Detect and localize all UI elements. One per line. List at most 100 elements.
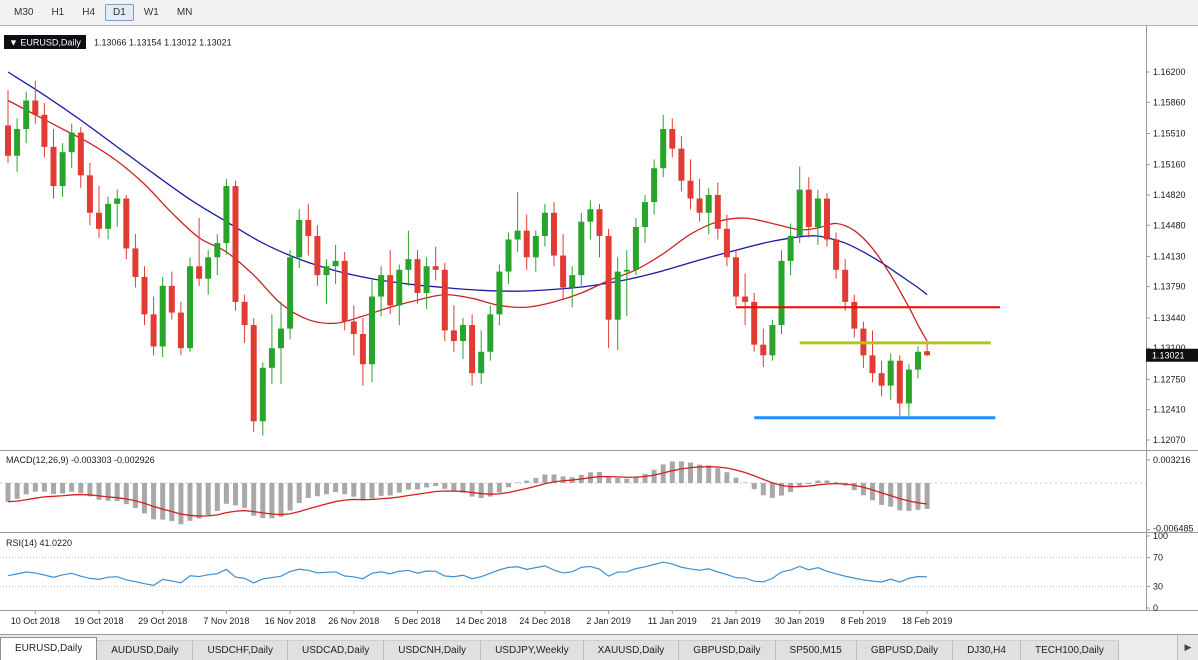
chart-tab-dj30-h4[interactable]: DJ30,H4 <box>953 640 1021 660</box>
macd-bar <box>305 483 311 498</box>
candle-body <box>587 209 594 222</box>
macd-bar <box>851 483 857 491</box>
tab-scroll-right-button[interactable]: ▶ <box>1177 635 1198 660</box>
candle-body <box>241 301 248 326</box>
candle-body <box>278 328 284 349</box>
timeframe-button-M30[interactable]: M30 <box>14 7 34 18</box>
candle-body <box>487 314 494 352</box>
candle-body <box>887 360 894 386</box>
price-axis: 1.16200 1.15860 1.15510 1.15160 1.14820 1.144… <box>1146 67 1186 445</box>
date-label: 19 Oct 2018 <box>74 616 123 626</box>
ohlc-readout: 1.13066 1.13154 1.13012 1.13021 <box>94 38 232 48</box>
date-label: 5 Dec 2018 <box>394 616 440 626</box>
candle-body <box>787 235 794 261</box>
macd-axis-top-label: 0.003216 <box>1153 455 1191 465</box>
rsi-axis-label: 0 <box>1153 603 1158 613</box>
date-label: 29 Oct 2018 <box>138 616 187 626</box>
candle-body <box>378 275 385 297</box>
timeframe-button-W1[interactable]: W1 <box>143 7 159 18</box>
date-label: 10 Oct 2018 <box>11 616 60 626</box>
macd-bar <box>469 483 475 497</box>
candle-body <box>714 194 721 229</box>
timeframe-button-MN[interactable]: MN <box>176 7 193 18</box>
chart-tab-gbpusd-daily[interactable]: GBPUSD,Daily <box>679 640 776 660</box>
macd-bar <box>296 483 302 504</box>
chart-tab-usdjpy-weekly[interactable]: USDJPY,Weekly <box>481 640 584 660</box>
macd-bar <box>424 483 430 488</box>
candle-body <box>469 325 476 374</box>
candle-body <box>423 266 430 293</box>
candle-body <box>387 275 394 306</box>
date-label: 30 Jan 2019 <box>775 616 825 626</box>
candle-body <box>296 219 303 258</box>
candle-body <box>369 296 375 365</box>
timeframe-button-D1[interactable]: D1 <box>105 4 134 21</box>
candle-body <box>396 269 403 306</box>
candle-body <box>314 235 321 276</box>
date-label: 18 Feb 2019 <box>902 616 953 626</box>
price-tick-label: 1.13100 <box>1153 343 1186 353</box>
macd-bar <box>260 483 266 519</box>
timeframe-button-H1[interactable]: H1 <box>51 7 65 18</box>
current-price-badge-background <box>1146 348 1198 362</box>
macd-bar <box>806 483 812 484</box>
macd-bar <box>915 483 921 510</box>
macd-bar <box>169 483 175 522</box>
chart-tab-sp500-m15[interactable]: SP500,M15 <box>775 640 857 660</box>
chart-tab-tech100-daily[interactable]: TECH100,Daily <box>1020 640 1119 660</box>
macd-bar <box>860 483 866 496</box>
chart-canvas[interactable]: 1.16200 1.15860 1.15510 1.15160 1.14820 1.144… <box>0 26 1198 634</box>
macd-bar <box>78 483 84 494</box>
rsi-panel: RSI(14) 41.0220 100 70 30 0 <box>0 531 1168 613</box>
chart-tabbar: EURUSD,Daily AUDUSD,Daily USDCHF,Daily USDC… <box>0 634 1198 660</box>
price-tick-label: 1.12070 <box>1153 435 1186 445</box>
chart-tabs: EURUSD,Daily AUDUSD,Daily USDCHF,Daily USDC… <box>0 635 1177 660</box>
timeframe-toolbar: M30 H1 H4 D1 W1 MN <box>0 0 1198 26</box>
candle-body <box>696 198 703 213</box>
rsi-axis-label: 100 <box>1153 531 1168 541</box>
price-tick-label: 1.12750 <box>1153 374 1186 384</box>
price-tick-label: 1.15860 <box>1153 97 1186 107</box>
timeframe-button-H4[interactable]: H4 <box>82 7 96 18</box>
candle-body <box>305 219 312 236</box>
chart-tab-eurusd-daily[interactable]: EURUSD,Daily <box>0 637 98 660</box>
chart-tab-usdcad-daily[interactable]: USDCAD,Daily <box>288 640 385 660</box>
chart-tab-usdchf-daily[interactable]: USDCHF,Daily <box>193 640 289 660</box>
chart-symbol-label: ▼ EURUSD,Daily <box>9 38 81 48</box>
candle-body <box>505 239 512 272</box>
candle-body <box>405 259 412 270</box>
macd-bar <box>114 483 120 501</box>
macd-bar <box>396 483 402 493</box>
candle-body <box>196 266 203 279</box>
chart-tab-xauusd-daily[interactable]: XAUUSD,Daily <box>583 640 680 660</box>
macd-bar <box>769 483 775 498</box>
macd-bar <box>51 483 56 494</box>
macd-bar <box>214 483 220 511</box>
macd-bar <box>342 483 348 495</box>
macd-bar <box>506 483 511 488</box>
chart-tab-gbpusd-daily[interactable]: GBPUSD,Daily <box>856 640 954 660</box>
candle-body <box>669 129 676 149</box>
macd-bar <box>751 483 757 490</box>
macd-bar <box>178 483 184 525</box>
candle-body <box>551 212 557 256</box>
candle-body <box>187 266 193 349</box>
macd-bar <box>524 480 530 483</box>
macd-bar <box>415 483 420 490</box>
candle-body <box>605 235 612 320</box>
price-tick-label: 1.14480 <box>1153 220 1186 230</box>
candle-body <box>268 348 275 368</box>
macd-bar <box>678 461 684 483</box>
chart-tab-audusd-daily[interactable]: AUDUSD,Daily <box>97 640 194 660</box>
macd-bar <box>123 483 129 505</box>
date-label: 8 Feb 2019 <box>841 616 887 626</box>
macd-bar <box>824 480 830 483</box>
macd-bar <box>233 483 238 506</box>
macd-bar <box>624 478 630 483</box>
candle-body <box>778 260 785 326</box>
chart-tab-usdcnh-daily[interactable]: USDCNH,Daily <box>384 640 482 660</box>
macd-bar <box>87 483 93 497</box>
candle-body <box>114 198 121 204</box>
macd-bar <box>251 483 257 516</box>
candles-layer <box>5 80 931 436</box>
